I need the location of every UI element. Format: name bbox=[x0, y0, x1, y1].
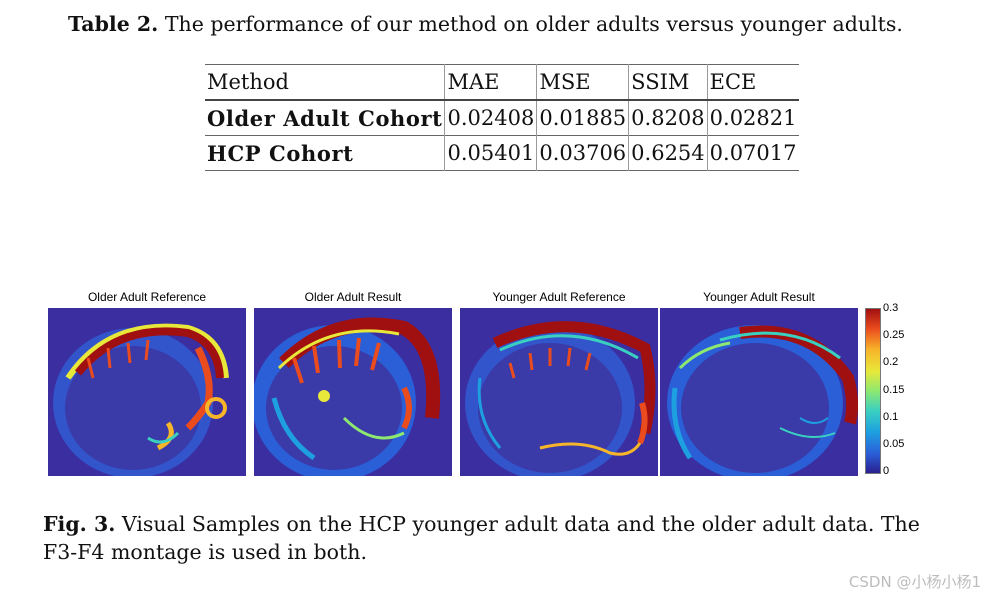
colorbar-tick: 0.1 bbox=[883, 411, 899, 423]
colorbar-tick: 0.05 bbox=[883, 438, 905, 450]
row-older-ece: 0.02821 bbox=[706, 100, 799, 136]
panel-title-older-result: Older Adult Result bbox=[304, 290, 402, 304]
panel-title-younger-result: Younger Adult Result bbox=[703, 290, 815, 304]
header-mae: MAE bbox=[444, 64, 537, 100]
panel-title-younger-reference: Younger Adult Reference bbox=[492, 290, 626, 304]
table-caption: Table 2. The performance of our method o… bbox=[68, 12, 903, 36]
table-caption-text: The performance of our method on older a… bbox=[164, 12, 903, 36]
panel-title-older-reference: Older Adult Reference bbox=[87, 290, 207, 304]
table-caption-label: Table 2. bbox=[68, 12, 159, 36]
row-hcp-name: HCP Cohort bbox=[207, 140, 354, 166]
figure-caption-label: Fig. 3. bbox=[43, 512, 116, 536]
heatmap-older-result bbox=[254, 308, 452, 476]
figure-caption-text: Visual Samples on the HCP younger adult … bbox=[43, 512, 920, 564]
row-older-mae: 0.02408 bbox=[444, 100, 537, 136]
row-hcp-mae: 0.05401 bbox=[444, 135, 537, 171]
watermark: CSDN @小杨小杨1 bbox=[848, 573, 981, 591]
row-older-name: Older Adult Cohort bbox=[207, 105, 443, 131]
colorbar-tick: 0.2 bbox=[883, 356, 899, 368]
colorbar-tick: 0.15 bbox=[883, 384, 905, 396]
colorbar-tick: 0.3 bbox=[883, 302, 899, 314]
table-header-row: Method MAE MSE SSIM ECE bbox=[205, 64, 799, 100]
table-row: Older Adult Cohort 0.02408 0.01885 0.820… bbox=[205, 100, 799, 136]
header-ssim: SSIM bbox=[628, 64, 708, 100]
row-hcp-mse: 0.03706 bbox=[536, 135, 629, 171]
header-mse: MSE bbox=[536, 64, 629, 100]
heatmap-older-reference bbox=[48, 308, 246, 476]
row-older-mse: 0.01885 bbox=[536, 100, 629, 136]
performance-table: Method MAE MSE SSIM ECE Older Adult Coho… bbox=[205, 64, 799, 171]
row-hcp-ece: 0.07017 bbox=[706, 135, 799, 171]
heatmap-younger-reference bbox=[460, 308, 658, 476]
row-hcp-ssim: 0.6254 bbox=[628, 135, 708, 171]
colorbar bbox=[865, 308, 881, 474]
figure-3: Older Adult Reference Older Adult Result… bbox=[48, 290, 908, 480]
table-row: HCP Cohort 0.05401 0.03706 0.6254 0.0701… bbox=[205, 135, 799, 171]
header-method: Method bbox=[207, 70, 289, 94]
row-older-ssim: 0.8208 bbox=[628, 100, 708, 136]
colorbar-tick: 0.25 bbox=[883, 329, 905, 341]
heatmap-younger-result bbox=[660, 308, 858, 476]
header-ece: ECE bbox=[706, 64, 799, 100]
colorbar-tick: 0 bbox=[883, 465, 890, 477]
figure-caption: Fig. 3. Visual Samples on the HCP younge… bbox=[43, 510, 923, 566]
